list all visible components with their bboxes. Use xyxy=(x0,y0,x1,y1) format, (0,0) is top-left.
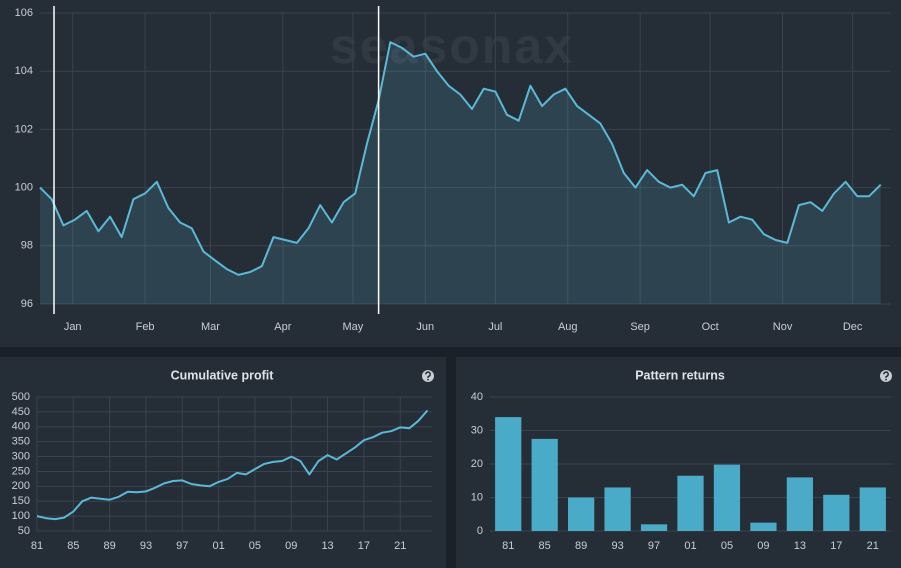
x-tick-label: Mar xyxy=(201,321,220,333)
bar xyxy=(859,487,886,531)
line-area xyxy=(40,42,881,304)
help-icon[interactable] xyxy=(880,370,892,382)
x-tick-label: 21 xyxy=(394,540,406,552)
x-tick-label: 81 xyxy=(502,540,514,552)
line xyxy=(36,409,429,521)
main-panel xyxy=(0,0,901,347)
y-tick-label: 450 xyxy=(12,406,30,418)
watermark: seasonax xyxy=(330,18,574,74)
x-tick-label: 09 xyxy=(757,540,769,552)
y-tick-label: 350 xyxy=(12,436,30,448)
x-tick-label: Sep xyxy=(630,321,650,333)
x-tick-label: Oct xyxy=(702,321,719,333)
x-tick-label: May xyxy=(343,321,364,333)
bar xyxy=(531,438,558,531)
x-tick-label: Jun xyxy=(416,321,434,333)
bar xyxy=(495,417,522,531)
chart-title: Pattern returns xyxy=(635,368,725,382)
bar xyxy=(713,464,741,531)
y-tick-label: 100 xyxy=(12,510,30,522)
y-tick-label: 106 xyxy=(15,7,33,19)
x-tick-label: 05 xyxy=(721,540,733,552)
x-tick-label: Dec xyxy=(843,321,863,333)
x-tick-label: 13 xyxy=(794,540,806,552)
x-tick-label: 13 xyxy=(321,540,333,552)
y-tick-label: 400 xyxy=(12,421,30,433)
y-tick-label: 104 xyxy=(15,65,33,77)
y-tick-label: 98 xyxy=(21,240,33,252)
x-tick-label: 21 xyxy=(867,540,879,552)
help-icon[interactable] xyxy=(422,370,434,382)
y-tick-label: 40 xyxy=(471,391,483,403)
x-tick-label: 85 xyxy=(539,540,551,552)
x-tick-label: Jan xyxy=(64,321,82,333)
y-tick-label: 96 xyxy=(21,298,33,310)
y-tick-label: 500 xyxy=(12,391,30,403)
x-tick-label: 93 xyxy=(140,540,152,552)
y-tick-label: 100 xyxy=(15,182,33,194)
bar xyxy=(604,487,631,531)
bar xyxy=(568,497,595,531)
x-tick-label: 05 xyxy=(249,540,261,552)
bar xyxy=(750,522,777,531)
y-tick-label: 200 xyxy=(12,480,30,492)
y-tick-label: 150 xyxy=(12,495,30,507)
y-tick-label: 20 xyxy=(471,458,483,470)
x-tick-label: 93 xyxy=(611,540,623,552)
x-tick-label: Apr xyxy=(274,321,291,333)
x-tick-label: 97 xyxy=(648,540,660,552)
chart-title: Cumulative profit xyxy=(171,368,275,382)
returns-panel xyxy=(456,357,901,568)
x-tick-label: 17 xyxy=(358,540,370,552)
x-tick-label: 01 xyxy=(684,540,696,552)
bar xyxy=(786,477,813,531)
y-tick-label: 10 xyxy=(471,491,483,503)
x-tick-label: Nov xyxy=(773,321,793,333)
x-tick-label: 89 xyxy=(104,540,116,552)
bar xyxy=(823,494,850,531)
x-tick-label: Feb xyxy=(136,321,155,333)
line xyxy=(39,41,882,276)
x-tick-label: Aug xyxy=(558,321,578,333)
x-tick-label: 97 xyxy=(176,540,188,552)
bar xyxy=(640,524,668,531)
x-tick-label: Jul xyxy=(488,321,502,333)
y-tick-label: 300 xyxy=(12,450,30,462)
x-tick-label: 81 xyxy=(31,540,43,552)
y-tick-label: 50 xyxy=(18,525,30,537)
x-tick-label: 01 xyxy=(212,540,224,552)
bar xyxy=(677,475,704,531)
x-tick-label: 85 xyxy=(67,540,79,552)
x-tick-label: 89 xyxy=(575,540,587,552)
y-tick-label: 0 xyxy=(477,525,483,537)
y-tick-label: 30 xyxy=(471,424,483,436)
y-tick-label: 250 xyxy=(12,465,30,477)
profit-panel xyxy=(0,357,446,568)
y-tick-label: 102 xyxy=(15,123,33,135)
x-tick-label: 09 xyxy=(285,540,297,552)
x-tick-label: 17 xyxy=(830,540,842,552)
